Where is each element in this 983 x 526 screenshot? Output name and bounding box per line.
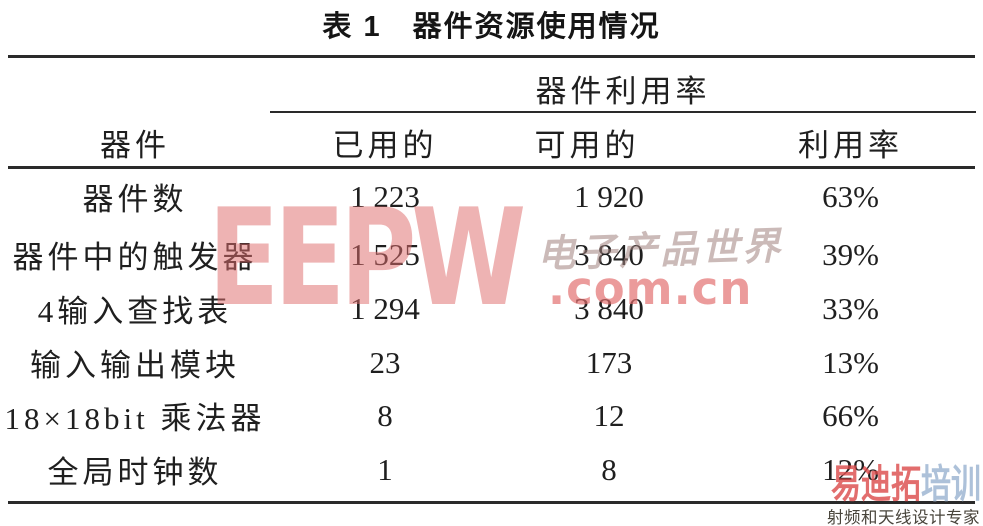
used-value: 1 525 bbox=[350, 236, 420, 272]
device-label: 输入输出模块 bbox=[30, 348, 240, 383]
table-row: 18×18bit 乘法器 8 12 66% bbox=[0, 393, 983, 437]
device-label: 18×18bit 乘法器 bbox=[4, 401, 266, 436]
utilization-value: 66% bbox=[822, 397, 879, 433]
available-value: 3 840 bbox=[574, 236, 644, 272]
used-value: 1 bbox=[377, 451, 393, 487]
group-header-underline bbox=[270, 111, 976, 113]
column-header-available: 可用的 bbox=[534, 128, 640, 163]
column-header-used: 已用的 bbox=[332, 128, 438, 163]
available-value: 1 920 bbox=[574, 178, 644, 214]
device-label: 全局时钟数 bbox=[47, 455, 223, 490]
table-row: 全局时钟数 1 8 12% bbox=[0, 447, 983, 491]
header-body-rule bbox=[8, 166, 975, 169]
device-label: 器件中的触发器 bbox=[12, 240, 258, 275]
header-row: 器件 已用的 可用的 利用率 bbox=[0, 120, 983, 164]
available-value: 3 840 bbox=[574, 290, 644, 326]
table-row: 器件中的触发器 1 525 3 840 39% bbox=[0, 232, 983, 276]
utilization-value: 39% bbox=[822, 236, 879, 272]
table-row: 器件数 1 223 1 920 63% bbox=[0, 174, 983, 218]
bottom-rule bbox=[8, 501, 975, 504]
column-group-header: 器件利用率 bbox=[535, 73, 711, 109]
table-row: 4输入查找表 1 294 3 840 33% bbox=[0, 286, 983, 330]
top-rule bbox=[8, 55, 975, 58]
used-value: 23 bbox=[369, 344, 401, 380]
available-value: 173 bbox=[585, 344, 633, 380]
available-value: 8 bbox=[601, 451, 617, 487]
used-value: 1 223 bbox=[350, 178, 420, 214]
table-caption: 表 1 器件资源使用情况 bbox=[322, 11, 661, 43]
utilization-value: 63% bbox=[822, 178, 879, 214]
corner-watermark-tagline: 射频和天线设计专家 bbox=[827, 508, 980, 526]
column-header-utilization: 利用率 bbox=[798, 128, 903, 163]
utilization-value: 33% bbox=[822, 290, 879, 326]
utilization-value: 13% bbox=[822, 344, 879, 380]
utilization-value: 12% bbox=[822, 451, 879, 487]
used-value: 8 bbox=[377, 397, 393, 433]
table-row: 输入输出模块 23 173 13% bbox=[0, 340, 983, 384]
device-label: 器件数 bbox=[82, 182, 188, 217]
available-value: 12 bbox=[593, 397, 625, 433]
device-label: 4输入查找表 bbox=[37, 294, 233, 329]
column-header-device: 器件 bbox=[100, 128, 170, 163]
used-value: 1 294 bbox=[350, 290, 420, 326]
